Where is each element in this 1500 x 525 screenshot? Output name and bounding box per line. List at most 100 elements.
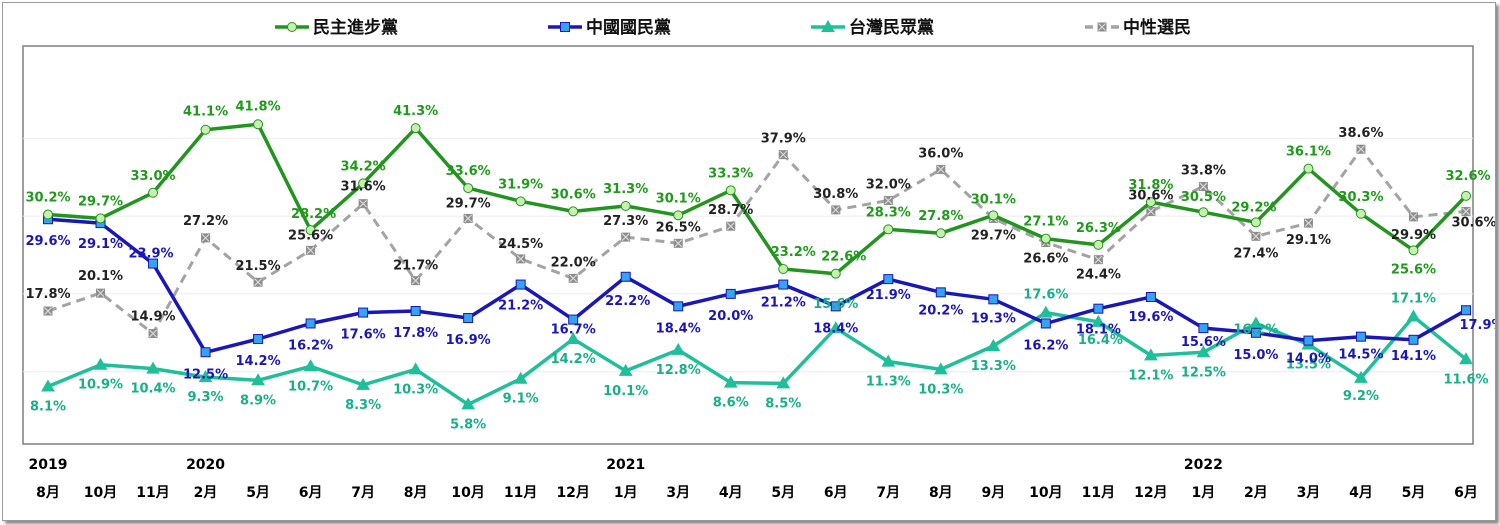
data-label: 17.6%	[1023, 288, 1068, 303]
data-label: 15.6%	[813, 297, 858, 312]
data-point	[305, 318, 316, 329]
data-point	[988, 210, 999, 221]
data-label: 38.6%	[1338, 126, 1383, 141]
data-label: 36.1%	[1286, 145, 1331, 160]
x-tick-label: 11月	[504, 485, 537, 501]
data-point	[618, 363, 633, 376]
data-label: 36.0%	[918, 146, 963, 161]
legend-entry: 民主進步黨	[313, 17, 398, 38]
data-label: 10.4%	[130, 382, 175, 397]
year-label: 2019	[29, 457, 68, 473]
x-tick-label: 1月	[1192, 485, 1216, 501]
data-label: 5.8%	[450, 417, 486, 432]
data-label: 28.7%	[708, 203, 753, 218]
data-point	[935, 228, 946, 239]
data-point	[410, 123, 421, 134]
data-label: 30.6%	[551, 187, 596, 202]
data-label: 27.2%	[183, 214, 228, 229]
x-tick-label: 4月	[719, 485, 743, 501]
data-point-cross	[96, 289, 105, 298]
data-label: 26.5%	[656, 220, 701, 235]
data-label: 27.3%	[603, 214, 648, 229]
data-label: 14.5%	[1338, 348, 1383, 363]
data-label: 24.4%	[1076, 268, 1121, 283]
data-label: 30.2%	[25, 191, 70, 206]
data-point	[828, 321, 843, 334]
x-tick-label: 11月	[1082, 485, 1115, 501]
x-tick-label: 8月	[404, 485, 428, 501]
data-label: 29.7%	[446, 196, 491, 211]
data-label: 25.6%	[1391, 262, 1436, 277]
data-point-cross	[1304, 219, 1313, 228]
data-label: 14.0%	[1286, 352, 1331, 367]
data-point	[408, 362, 423, 375]
data-label: 21.2%	[498, 299, 543, 314]
data-point-cross	[936, 165, 945, 174]
data-point	[1354, 370, 1368, 383]
data-point	[1038, 305, 1053, 318]
x-tick-label: 12月	[556, 485, 589, 501]
data-point	[1355, 331, 1366, 342]
data-point	[515, 279, 526, 290]
data-label: 8.5%	[765, 396, 801, 411]
x-tick-label: 2月	[1244, 485, 1268, 501]
data-point	[1250, 327, 1261, 338]
x-tick-label: 5月	[246, 485, 270, 501]
data-point	[1145, 292, 1156, 303]
data-label: 17.8%	[25, 287, 70, 302]
data-label: 15.0%	[1233, 348, 1278, 363]
data-point	[1091, 314, 1106, 327]
legend-marker	[287, 22, 297, 32]
data-point	[620, 271, 631, 282]
data-point	[356, 377, 370, 390]
data-point	[463, 313, 474, 324]
series-line	[47, 122, 1468, 276]
data-label: 14.9%	[130, 310, 175, 325]
data-point	[1198, 207, 1209, 218]
x-tick-label: 8月	[36, 485, 60, 501]
data-point	[41, 379, 55, 392]
data-label: 31.3%	[603, 182, 648, 197]
data-label: 17.9%	[1459, 318, 1495, 333]
data-point	[883, 274, 894, 285]
data-point	[43, 209, 53, 220]
data-label: 12.1%	[1128, 368, 1173, 383]
data-label: 14.2%	[551, 352, 596, 367]
data-point-cross	[1094, 255, 1103, 264]
data-label: 26.3%	[1076, 221, 1121, 236]
legend-entry: 中國國民黨	[586, 17, 671, 38]
data-label: 33.3%	[708, 166, 753, 181]
data-label: 32.0%	[866, 178, 911, 193]
legend-marker	[821, 19, 835, 32]
data-label: 21.9%	[866, 288, 911, 303]
data-point	[568, 206, 579, 217]
data-label: 30.8%	[813, 187, 858, 202]
data-point	[1303, 163, 1314, 174]
data-label: 30.3%	[1338, 190, 1383, 205]
data-label: 17.6%	[341, 328, 386, 343]
data-label: 41.8%	[236, 99, 281, 114]
data-label: 19.3%	[971, 311, 1016, 326]
data-label: 30.6%	[1451, 215, 1495, 230]
data-label: 24.5%	[498, 237, 543, 252]
data-label: 29.1%	[1286, 233, 1331, 248]
data-point	[935, 287, 946, 298]
data-point	[1355, 208, 1366, 219]
data-label: 31.6%	[341, 180, 386, 195]
data-label: 32.6%	[1445, 169, 1490, 184]
data-point-cross	[201, 233, 210, 242]
x-tick-label: 10月	[1029, 485, 1062, 501]
data-point	[358, 307, 369, 318]
data-label: 20.1%	[78, 269, 123, 284]
data-point	[671, 342, 686, 355]
data-point	[463, 183, 474, 194]
data-point	[673, 210, 684, 221]
data-point-cross	[359, 199, 368, 208]
data-point-cross	[1199, 182, 1208, 191]
x-tick-label: 6月	[1454, 485, 1478, 501]
data-label: 15.6%	[1181, 335, 1226, 350]
data-point	[673, 301, 684, 312]
data-point	[1196, 345, 1211, 358]
data-label: 22.0%	[551, 255, 596, 270]
